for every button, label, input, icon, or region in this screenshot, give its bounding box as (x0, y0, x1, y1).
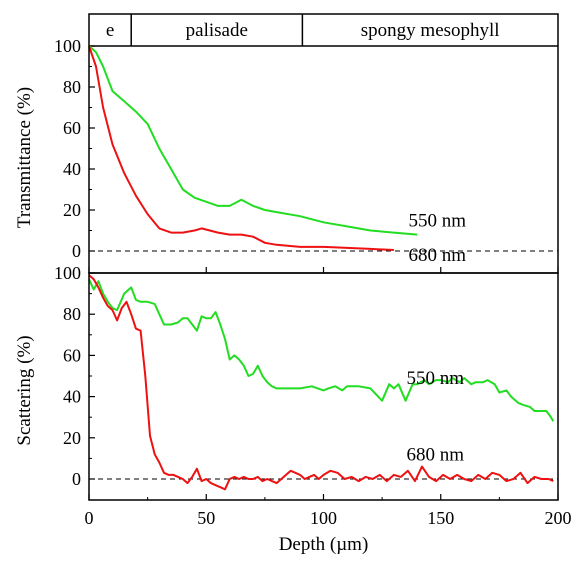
x-tick-label: 0 (85, 508, 94, 528)
top-series-labels: 550 nm 680 nm (409, 210, 467, 266)
tissue-layer-label: palisade (186, 20, 248, 41)
top-panel-frame (88, 13, 559, 274)
y-tick-label: 20 (63, 428, 81, 448)
y-tick-label: 40 (63, 159, 81, 179)
y-tick-label: 80 (63, 77, 81, 97)
top-panel: e palisade spongy mesophyll 0 20 40 60 80 100 5… (14, 13, 559, 274)
y-tick-label: 40 (63, 387, 81, 407)
y-tick-label: 100 (54, 263, 81, 283)
y-tick-label: 20 (63, 200, 81, 220)
series-line-550-nm (88, 278, 555, 422)
y-tick-label: 80 (63, 304, 81, 324)
x-tick-label: 150 (427, 508, 454, 528)
y-tick-label: 60 (63, 345, 81, 365)
series-label: 550 nm (407, 368, 465, 389)
series-line-680-nm (88, 274, 554, 491)
bottom-series-lines (88, 274, 555, 491)
series-label: 680 nm (409, 245, 467, 266)
series-label: 550 nm (409, 210, 467, 231)
x-tick-label: 100 (310, 508, 337, 528)
series-label: 680 nm (407, 444, 465, 465)
x-tick-label: 50 (197, 508, 215, 528)
y-tick-label: 0 (72, 241, 81, 261)
tissue-layer-label: e (106, 20, 114, 41)
top-series-lines (88, 45, 418, 251)
bottom-series-labels: 550 nm 680 nm (407, 368, 465, 465)
bottom-y-axis-label: Scattering (%) (14, 335, 35, 445)
y-tick-label: 60 (63, 118, 81, 138)
y-tick-label: 0 (72, 469, 81, 489)
x-tick-label: 200 (545, 508, 572, 528)
top-y-axis-label: Transmittance (%) (14, 87, 35, 228)
bottom-panel: 0 20 40 60 80 100 0 50 100 150 200 550 nm 680 nm Sc… (14, 263, 572, 555)
series-line-550-nm (88, 45, 418, 236)
top-panel-ticks: 0 20 40 60 80 100 (54, 36, 559, 273)
x-axis-label: Depth (µm) (279, 534, 369, 555)
bottom-panel-frame (88, 272, 559, 501)
series-line-680-nm (88, 45, 394, 251)
tissue-layer-bar: e palisade spongy mesophyll (89, 14, 558, 47)
bottom-panel-ticks: 0 20 40 60 80 100 0 50 100 150 200 (54, 263, 572, 528)
tissue-layer-label: spongy mesophyll (361, 20, 500, 41)
y-tick-label: 100 (54, 36, 81, 56)
